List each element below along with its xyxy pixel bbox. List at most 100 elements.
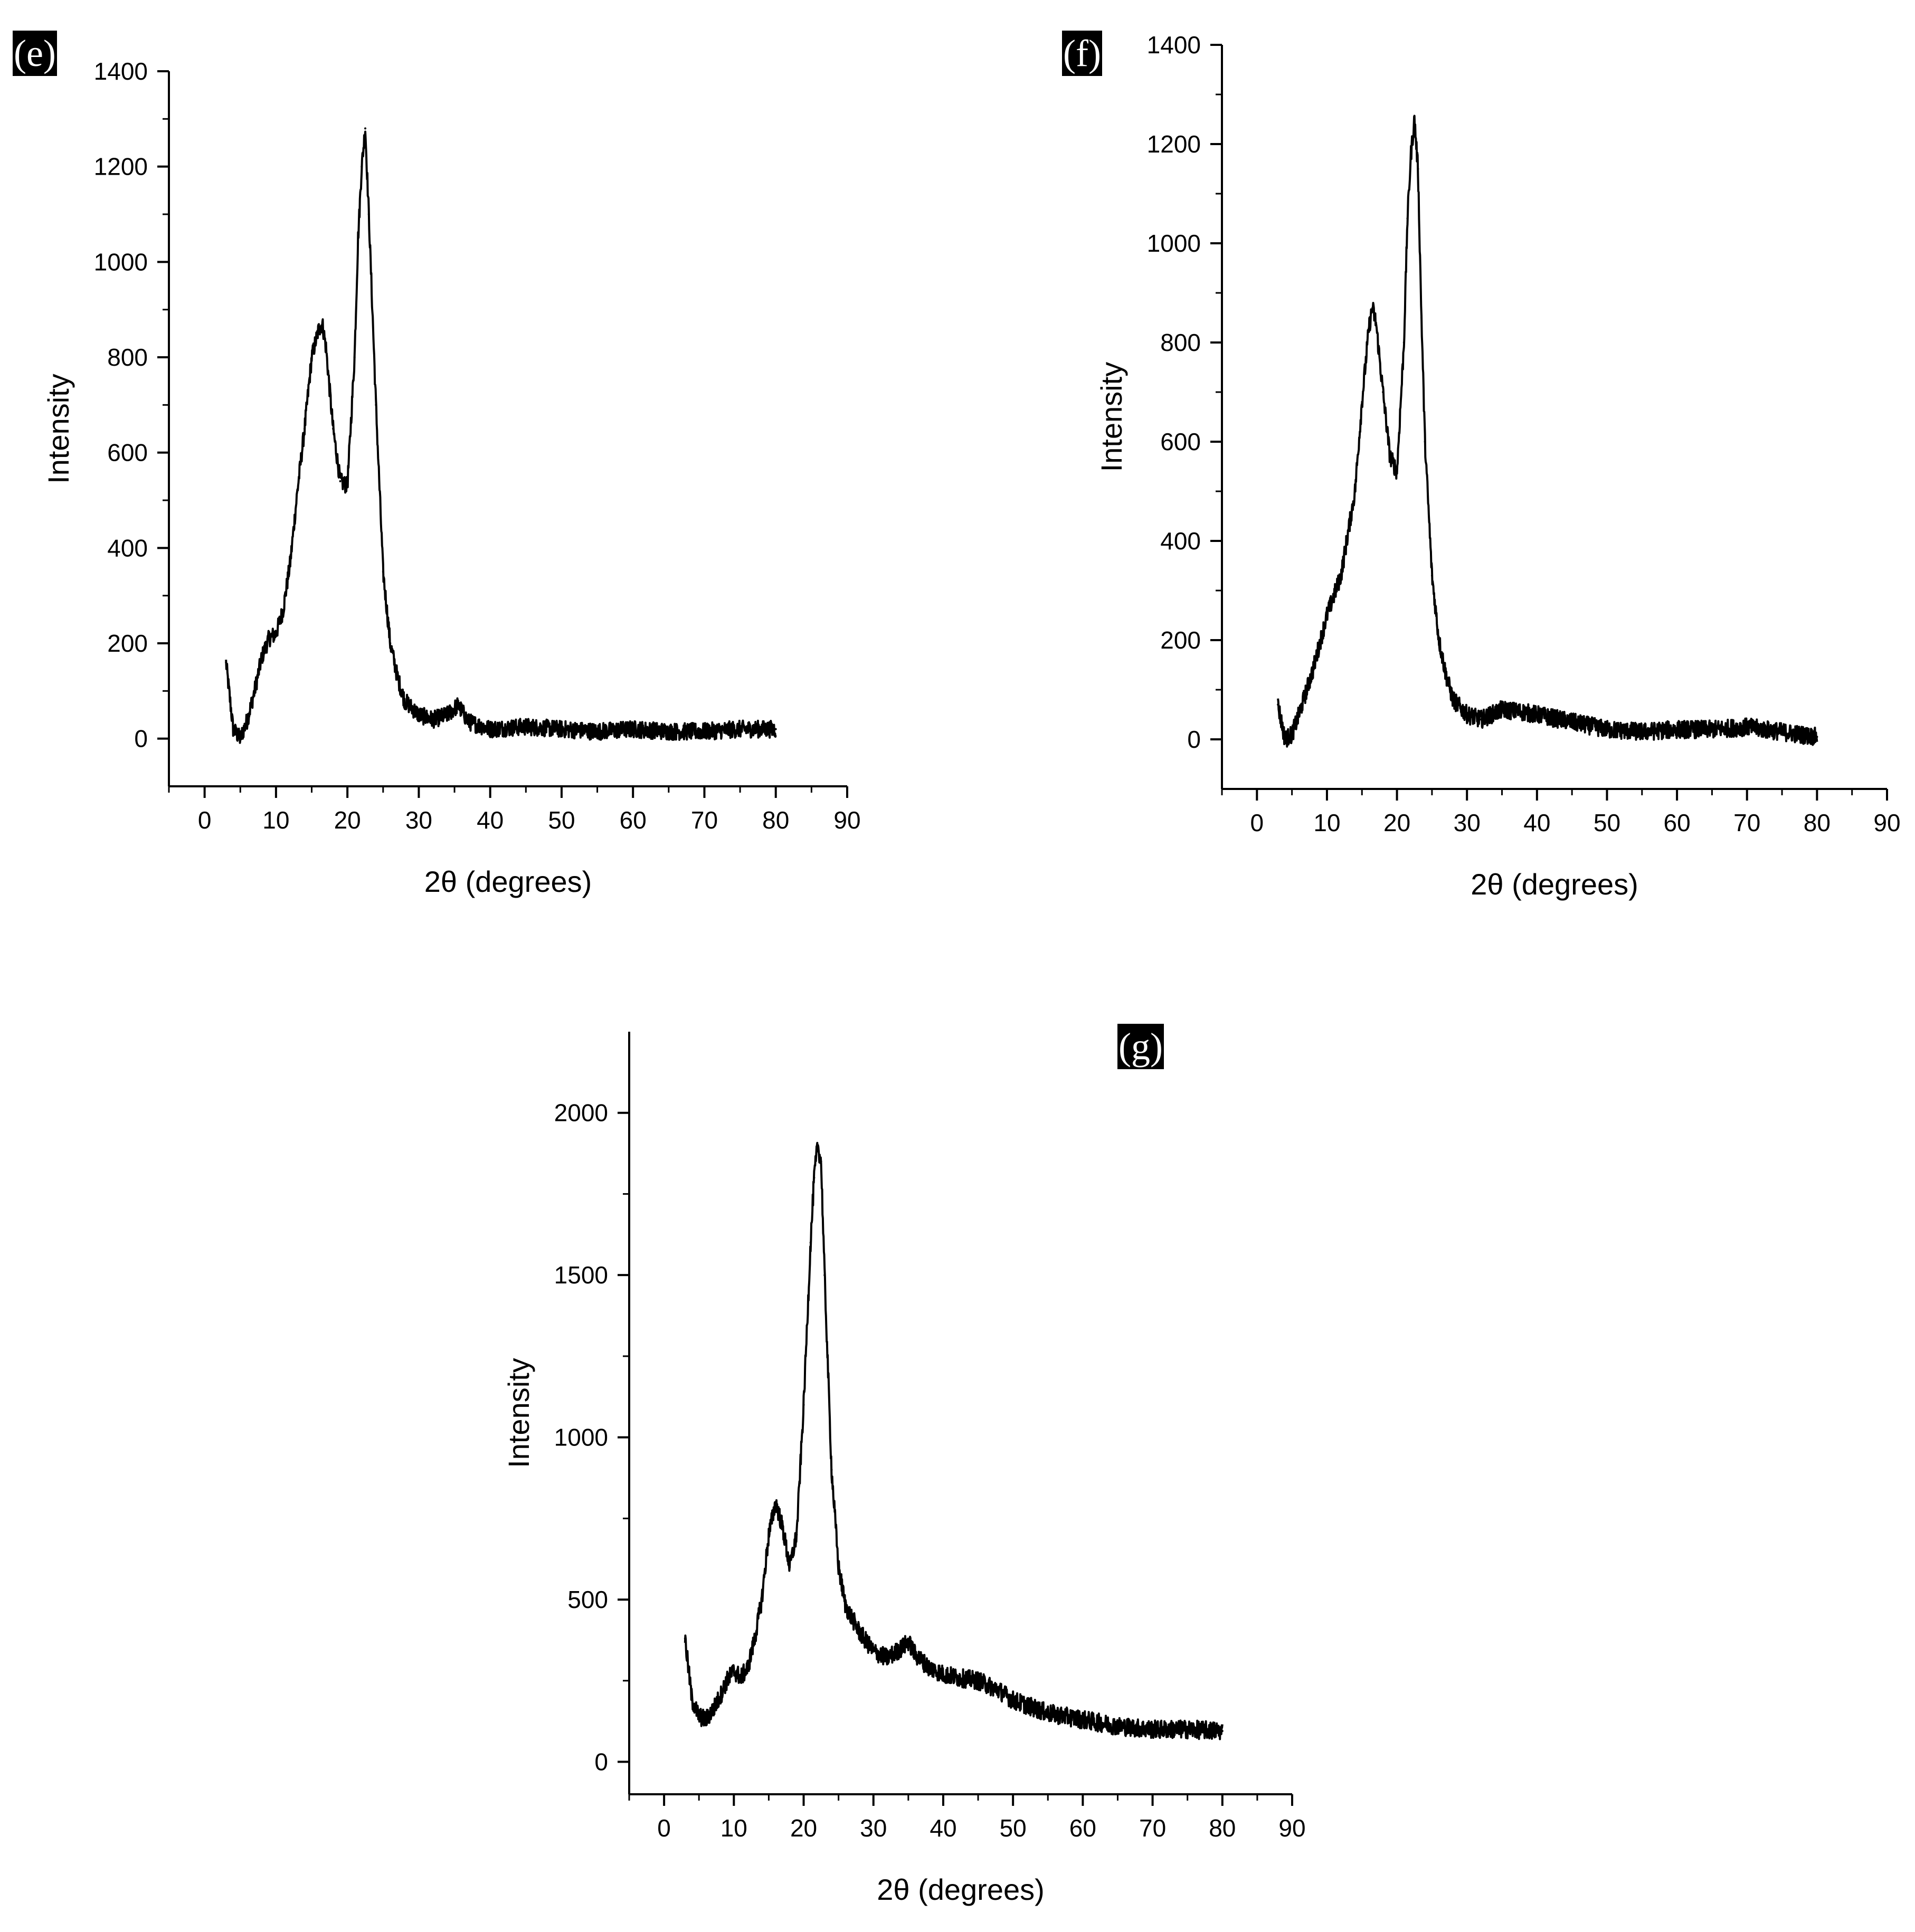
data-point-g xyxy=(705,1718,707,1721)
series-line-g xyxy=(684,1141,1224,1740)
data-point-e xyxy=(296,489,299,492)
data-point-f xyxy=(1501,708,1503,711)
y-tick-label-e: 600 xyxy=(107,439,148,467)
data-point-g xyxy=(712,1709,714,1711)
data-point-g xyxy=(746,1667,749,1669)
data-point-g xyxy=(858,1631,861,1633)
data-point-f xyxy=(1361,401,1363,403)
data-point-f xyxy=(1746,726,1748,728)
x-tick-label-e: 70 xyxy=(691,806,718,834)
data-point-e xyxy=(432,718,434,721)
data-point-f xyxy=(1452,698,1454,701)
data-point-g xyxy=(998,1689,1000,1692)
data-point-g xyxy=(767,1534,770,1536)
data-point-g xyxy=(830,1469,833,1471)
data-point-f xyxy=(1641,730,1643,733)
data-point-f xyxy=(1410,153,1412,155)
x-tick-label-f: 60 xyxy=(1664,809,1691,836)
data-point-e xyxy=(525,726,527,728)
y-tick-label-f: 1000 xyxy=(1147,230,1201,257)
data-point-g xyxy=(956,1676,959,1679)
data-point-f xyxy=(1417,168,1419,170)
data-point-e xyxy=(739,728,742,730)
x-tick-label-e: 0 xyxy=(198,806,212,834)
data-point-e xyxy=(389,642,392,644)
data-point-e xyxy=(632,728,634,730)
y-axis-label-f: Intensity xyxy=(1095,362,1128,472)
y-tick-label-e: 400 xyxy=(107,534,148,561)
panel-label-g: (g) xyxy=(1117,1024,1164,1069)
data-point-f xyxy=(1291,733,1293,736)
data-point-g xyxy=(726,1679,728,1682)
panel-label-e: (e) xyxy=(13,31,57,76)
x-tick-label-f: 0 xyxy=(1250,809,1264,836)
y-tick-label-g: 2000 xyxy=(554,1099,608,1127)
data-point-e xyxy=(332,427,335,430)
x-tick-label-g: 10 xyxy=(721,1814,747,1842)
data-point-e xyxy=(274,632,277,635)
data-point-f xyxy=(1430,574,1433,577)
data-point-g xyxy=(844,1605,847,1607)
data-point-g xyxy=(684,1637,686,1640)
data-point-e xyxy=(268,637,270,640)
data-point-g xyxy=(1186,1728,1189,1730)
data-point-g xyxy=(789,1566,791,1568)
x-tick-label-g: 40 xyxy=(930,1814,956,1842)
data-point-f xyxy=(1438,639,1440,641)
data-point-e xyxy=(703,730,706,733)
y-tick-label-f: 1400 xyxy=(1147,31,1201,59)
data-point-g xyxy=(809,1241,812,1244)
data-point-e xyxy=(246,718,249,721)
x-axis-label-f: 2θ (degrees) xyxy=(1471,868,1638,901)
x-tick-label-f: 40 xyxy=(1523,809,1550,836)
data-point-f xyxy=(1389,455,1391,458)
data-point-e xyxy=(596,730,599,733)
data-point-e xyxy=(282,608,285,611)
data-point-g xyxy=(817,1144,819,1147)
data-point-f xyxy=(1325,614,1328,616)
data-point-e xyxy=(310,356,313,358)
x-tick-label-e: 40 xyxy=(477,806,504,834)
data-point-g xyxy=(886,1657,889,1659)
x-tick-label-f: 50 xyxy=(1594,809,1620,836)
x-tick-label-g: 70 xyxy=(1139,1814,1166,1842)
y-tick-label-f: 0 xyxy=(1187,726,1201,753)
data-point-f xyxy=(1424,441,1426,443)
x-tick-label-f: 90 xyxy=(1873,809,1900,836)
data-point-f xyxy=(1676,728,1679,731)
data-point-f xyxy=(1340,574,1342,577)
x-tick-label-g: 20 xyxy=(790,1814,817,1842)
x-tick-label-f: 30 xyxy=(1454,809,1481,836)
x-tick-label-g: 90 xyxy=(1278,1814,1305,1842)
x-tick-label-g: 80 xyxy=(1209,1814,1236,1842)
y-tick-label-e: 200 xyxy=(107,630,148,657)
data-point-e xyxy=(232,728,234,730)
data-point-g xyxy=(907,1641,909,1643)
y-tick-label-e: 1200 xyxy=(94,153,148,180)
data-point-f xyxy=(1402,341,1405,344)
data-point-e xyxy=(489,728,491,730)
data-point-g xyxy=(942,1673,944,1676)
chart-f: 0 10 20 30 40 50 60 70 80 90 0 200 400 600 800 1000 1200… xyxy=(1095,31,1901,901)
data-point-g xyxy=(802,1404,805,1406)
data-point-e xyxy=(353,356,356,358)
data-point-f xyxy=(1711,728,1713,731)
y-tick-label-g: 0 xyxy=(594,1748,608,1776)
x-tick-label-e: 80 xyxy=(762,806,789,834)
data-point-f xyxy=(1781,730,1784,733)
data-point-g xyxy=(900,1647,903,1650)
data-point-f xyxy=(1396,470,1398,473)
data-point-g xyxy=(1116,1725,1119,1727)
data-point-f xyxy=(1406,217,1409,220)
data-point-g xyxy=(820,1160,822,1163)
data-point-e xyxy=(304,427,306,430)
series-line-f xyxy=(1277,115,1818,748)
data-point-g xyxy=(928,1667,931,1669)
data-point-g xyxy=(1151,1728,1154,1730)
data-point-f xyxy=(1284,738,1286,740)
data-point-f xyxy=(1277,703,1279,706)
data-point-g xyxy=(795,1534,798,1536)
data-point-e xyxy=(560,728,563,730)
x-tick-label-e: 30 xyxy=(405,806,432,834)
data-point-e xyxy=(318,327,320,330)
